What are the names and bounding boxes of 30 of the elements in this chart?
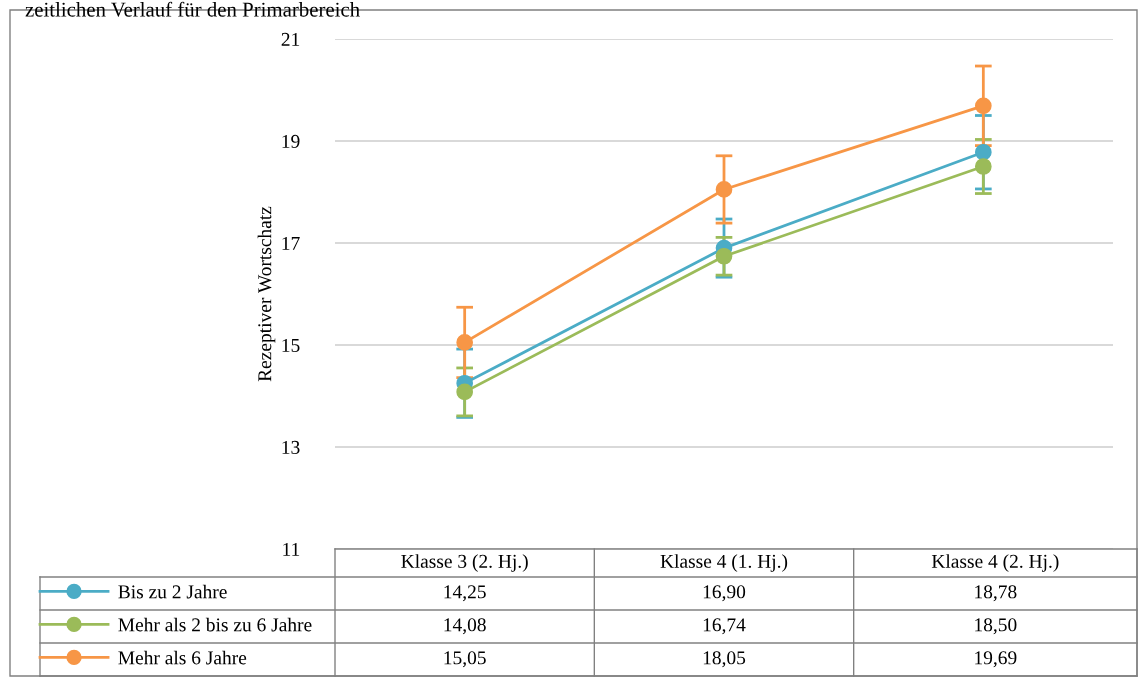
- chart-title: zeitlichen Verlauf für den Primarbereich: [25, 1, 360, 17]
- point: [974, 143, 992, 161]
- y-tick-label: 11: [283, 542, 300, 556]
- data-label: 18,50: [975, 618, 1017, 635]
- point: [456, 334, 474, 351]
- point: [974, 97, 992, 115]
- y-tick-label: 13: [282, 440, 300, 454]
- data-label: 16,74: [703, 618, 746, 635]
- data-label: 16,90: [703, 585, 746, 602]
- legend-label: Mehr als 2 bis zu 6 Jahre: [118, 617, 312, 632]
- x-tick-label: Klasse 4 (1. Hj.): [660, 554, 788, 572]
- y-tick-label: 21: [281, 32, 300, 46]
- x-tick-label: Klasse 3 (2. Hj.): [401, 554, 528, 572]
- point: [974, 158, 992, 175]
- point: [715, 181, 733, 198]
- y-tick-label: 17: [282, 236, 300, 250]
- data-label: 14,25: [444, 585, 486, 602]
- point: [715, 247, 733, 265]
- data-label: 15,05: [444, 651, 486, 668]
- y-axis-title: Rezeptiver Wortschatz: [257, 206, 276, 382]
- data-label: 19,69: [975, 651, 1017, 668]
- legend-label: Bis zu 2 Jahre: [118, 584, 227, 599]
- x-tick-label: Klasse 4 (2. Hj.): [931, 554, 1059, 572]
- data-label: 18,05: [703, 651, 746, 668]
- y-tick-label: 19: [282, 134, 300, 148]
- y-tick-label: 15: [282, 338, 300, 352]
- data-label: 14,08: [444, 618, 486, 635]
- data-label: 18,78: [975, 585, 1017, 602]
- point: [456, 383, 474, 401]
- legend-label: Mehr als 6 Jahre: [118, 650, 247, 665]
